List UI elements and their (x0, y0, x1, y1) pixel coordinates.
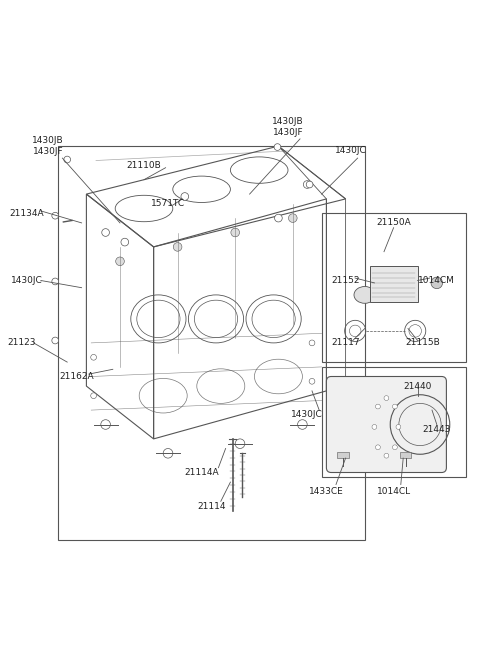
Circle shape (309, 340, 315, 346)
Circle shape (303, 181, 311, 189)
Text: 21114A: 21114A (184, 468, 219, 477)
Circle shape (393, 404, 397, 409)
Circle shape (64, 156, 71, 163)
Text: 21114: 21114 (197, 501, 226, 510)
Text: 1430JB
1430JF: 1430JB 1430JF (272, 117, 304, 137)
Text: 1430JB
1430JF: 1430JB 1430JF (32, 137, 64, 156)
Circle shape (375, 445, 380, 449)
Circle shape (52, 278, 59, 285)
Circle shape (274, 144, 281, 150)
Circle shape (309, 378, 315, 384)
Text: 21134A: 21134A (9, 209, 44, 218)
Circle shape (91, 393, 96, 399)
Bar (370, 266, 418, 302)
Circle shape (372, 424, 377, 429)
Text: 21115B: 21115B (405, 338, 440, 348)
Circle shape (52, 337, 59, 344)
Bar (400, 452, 411, 458)
Circle shape (384, 396, 389, 401)
Circle shape (52, 212, 59, 219)
Bar (337, 452, 349, 458)
Circle shape (173, 242, 182, 251)
Circle shape (393, 445, 397, 449)
Circle shape (384, 453, 389, 458)
Circle shape (431, 277, 443, 288)
Bar (322, 214, 466, 362)
Circle shape (298, 420, 307, 429)
Circle shape (235, 439, 245, 449)
Circle shape (181, 193, 189, 200)
Circle shape (306, 181, 313, 188)
Text: 1571TC: 1571TC (151, 199, 185, 208)
Circle shape (91, 354, 96, 360)
Text: 1430JC: 1430JC (335, 147, 366, 156)
Circle shape (231, 228, 240, 237)
Circle shape (116, 257, 124, 265)
Text: 21443: 21443 (422, 425, 451, 434)
Circle shape (375, 404, 380, 409)
Circle shape (275, 214, 282, 222)
Text: 21440: 21440 (403, 382, 432, 391)
Text: 21110B: 21110B (127, 161, 161, 170)
Text: 1430JC: 1430JC (11, 276, 42, 285)
Text: 21162A: 21162A (60, 372, 94, 381)
Text: 1014CM: 1014CM (419, 276, 455, 285)
Text: 1430JC: 1430JC (291, 411, 323, 419)
Circle shape (288, 214, 297, 223)
Circle shape (121, 238, 129, 246)
Text: 21123: 21123 (7, 338, 36, 348)
Bar (322, 367, 466, 477)
Circle shape (396, 424, 401, 429)
Circle shape (102, 229, 109, 237)
Text: 21117: 21117 (331, 338, 360, 348)
Text: 1014CL: 1014CL (376, 487, 411, 496)
Circle shape (101, 420, 110, 429)
FancyBboxPatch shape (326, 376, 446, 472)
Text: 1433CE: 1433CE (309, 487, 344, 496)
Text: 21152: 21152 (331, 276, 360, 285)
Ellipse shape (354, 286, 376, 304)
Bar (58, 146, 365, 539)
Text: 21150A: 21150A (376, 218, 411, 227)
Circle shape (163, 449, 173, 458)
